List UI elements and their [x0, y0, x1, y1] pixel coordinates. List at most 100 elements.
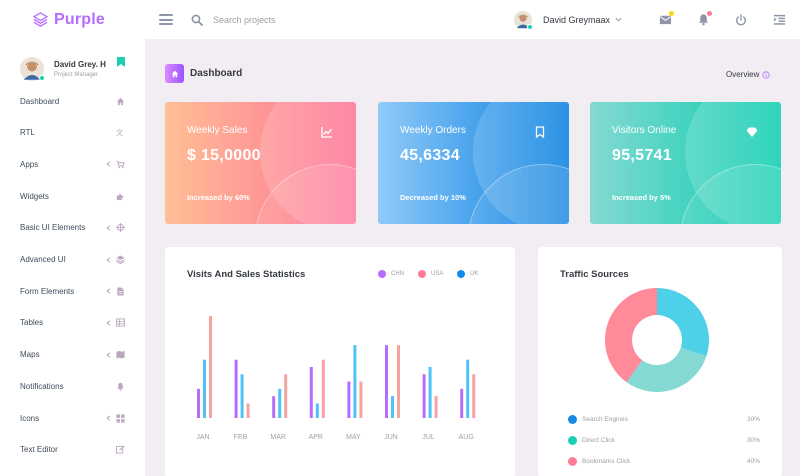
- sidebar-item-maps[interactable]: Maps: [0, 345, 145, 365]
- card-note: Increased by 60%: [187, 193, 250, 202]
- sidebar-item-label: Basic UI Elements: [20, 223, 86, 233]
- user-profile-dropdown[interactable]: David Greymaax: [513, 10, 622, 30]
- user-name: David Greymaax: [542, 14, 610, 25]
- bar-chn-feb: [234, 359, 238, 418]
- info-icon: [762, 70, 770, 79]
- chevron-left-icon: [106, 415, 111, 421]
- profile-avatar: [20, 57, 45, 81]
- sidebar-item-icons[interactable]: Icons: [0, 408, 145, 428]
- table-icon: [116, 318, 125, 327]
- x-tick-label: FEB: [233, 434, 248, 441]
- bar-uk-mar: [278, 388, 282, 418]
- sidebar-item-basic-ui-elements[interactable]: Basic UI Elements: [0, 218, 145, 238]
- bar-usa-aug: [472, 374, 476, 418]
- sidebar-item-notifications[interactable]: Notifications: [0, 376, 145, 396]
- x-tick-label: JAN: [196, 434, 210, 441]
- notifications-button[interactable]: [696, 10, 712, 27]
- traffic-row-direct: Direct Click 30%: [568, 434, 760, 446]
- crosshair-icon: [116, 223, 125, 233]
- card-value: 45,6334: [400, 147, 460, 164]
- sidebar: David Grey. H Project Manager Dashboard R…: [0, 39, 145, 476]
- card-note: Increased by 5%: [612, 193, 671, 202]
- chevron-left-icon: [106, 320, 111, 326]
- chart-line-icon: [321, 127, 333, 138]
- sidebar-item-label: Icons: [20, 413, 40, 423]
- bar-usa-apr: [321, 359, 325, 418]
- legend-usa: USA: [418, 270, 443, 278]
- traffic-row-bookmarks: Bookmarks Click 40%: [568, 455, 760, 467]
- chevron-left-icon: [106, 288, 111, 294]
- visits-panel-title: Visits And Sales Statistics: [187, 269, 306, 280]
- card-note: Decreased by 10%: [400, 193, 466, 202]
- sidebar-item-label: Maps: [20, 350, 40, 360]
- traffic-value: 40%: [746, 457, 760, 465]
- layers-logo-icon: [33, 12, 48, 27]
- traffic-label: Search Engines: [582, 415, 628, 423]
- card-value: $ 15,0000: [187, 147, 261, 164]
- weekly-sales-card: Weekly Sales $ 15,0000 Increased by 60%: [165, 102, 356, 224]
- visits-sales-panel: [165, 247, 515, 476]
- svg-text:文: 文: [116, 128, 123, 137]
- power-button[interactable]: [734, 13, 748, 27]
- bar-chn-jul: [422, 374, 426, 418]
- sidebar-item-form-elements[interactable]: Form Elements: [0, 281, 145, 301]
- layers-icon: [116, 255, 125, 264]
- mail-button[interactable]: [658, 10, 674, 27]
- bar-chn-may: [347, 381, 351, 418]
- bell-icon: [117, 382, 124, 391]
- traffic-label: Bookmarks Click: [582, 457, 631, 465]
- bar-chn-apr: [309, 367, 313, 418]
- bar-uk-may: [353, 345, 357, 418]
- bar-uk-jul: [428, 367, 432, 418]
- chevron-left-icon: [106, 225, 111, 231]
- bar-usa-jun: [397, 345, 400, 418]
- traffic-panel-title: Traffic Sources: [560, 269, 629, 280]
- traffic-label: Direct Click: [582, 436, 615, 444]
- bar-usa-may: [359, 381, 363, 418]
- overview-link[interactable]: Overview: [726, 70, 770, 79]
- bar-usa-mar: [284, 374, 288, 418]
- sidebar-item-label: Dashboard: [20, 96, 60, 106]
- weekly-orders-card: Weekly Orders 45,6334 Decreased by 10%: [378, 102, 569, 224]
- bar-usa-feb: [246, 403, 250, 418]
- card-value: 95,5741: [612, 147, 672, 164]
- sidebar-item-label: Form Elements: [20, 286, 75, 296]
- legend-uk: UK: [457, 270, 478, 278]
- traffic-donut-chart: [605, 288, 709, 392]
- search-input[interactable]: [213, 14, 393, 25]
- slice-direct-click: [626, 347, 707, 392]
- form-icon: [117, 287, 124, 296]
- settings-panel-button[interactable]: [772, 13, 786, 27]
- sidebar-item-dashboard[interactable]: Dashboard: [0, 91, 145, 111]
- sidebar-item-tables[interactable]: Tables: [0, 313, 145, 333]
- sidebar-item-rtl[interactable]: RTL 文: [0, 123, 145, 143]
- sidebar-item-advanced-ui[interactable]: Advanced UI: [0, 250, 145, 270]
- x-tick-label: JUN: [384, 434, 398, 441]
- top-navbar: Purple David Greymaax: [0, 0, 800, 39]
- sidebar-profile[interactable]: David Grey. H Project Manager: [0, 39, 145, 88]
- x-tick-label: APR: [308, 434, 323, 441]
- chevron-left-icon: [106, 161, 111, 167]
- traffic-row-search: Search Engines 30%: [568, 413, 760, 425]
- sidebar-item-label: Tables: [20, 318, 44, 328]
- sidebar-item-apps[interactable]: Apps: [0, 154, 145, 174]
- bar-chn-mar: [272, 396, 276, 418]
- bar-uk-apr: [315, 403, 319, 418]
- slice-bookmarks-click: [605, 288, 657, 383]
- brand-logo[interactable]: Purple: [0, 11, 145, 29]
- legend-chn: CHN: [378, 270, 404, 278]
- chevron-left-icon: [106, 256, 111, 263]
- bookmark-check-icon: [117, 57, 125, 67]
- visitors-online-card: Visitors Online 95,5741 Increased by 5%: [590, 102, 781, 224]
- diamond-icon: [746, 127, 758, 137]
- sidebar-item-widgets[interactable]: Widgets: [0, 186, 145, 206]
- chevron-down-icon: [615, 17, 622, 22]
- sidebar-item-text-editor[interactable]: Text Editor: [0, 440, 145, 460]
- menu-toggle-button[interactable]: [159, 14, 173, 25]
- sidebar-item-label: Text Editor: [20, 445, 58, 455]
- profile-role: Project Manager: [54, 72, 99, 78]
- sidebar-item-code-editor[interactable]: Code Editor: [0, 471, 145, 476]
- sidebar-item-label: Advanced UI: [20, 255, 66, 264]
- grid-icon: [116, 413, 125, 423]
- avatar: [513, 10, 533, 30]
